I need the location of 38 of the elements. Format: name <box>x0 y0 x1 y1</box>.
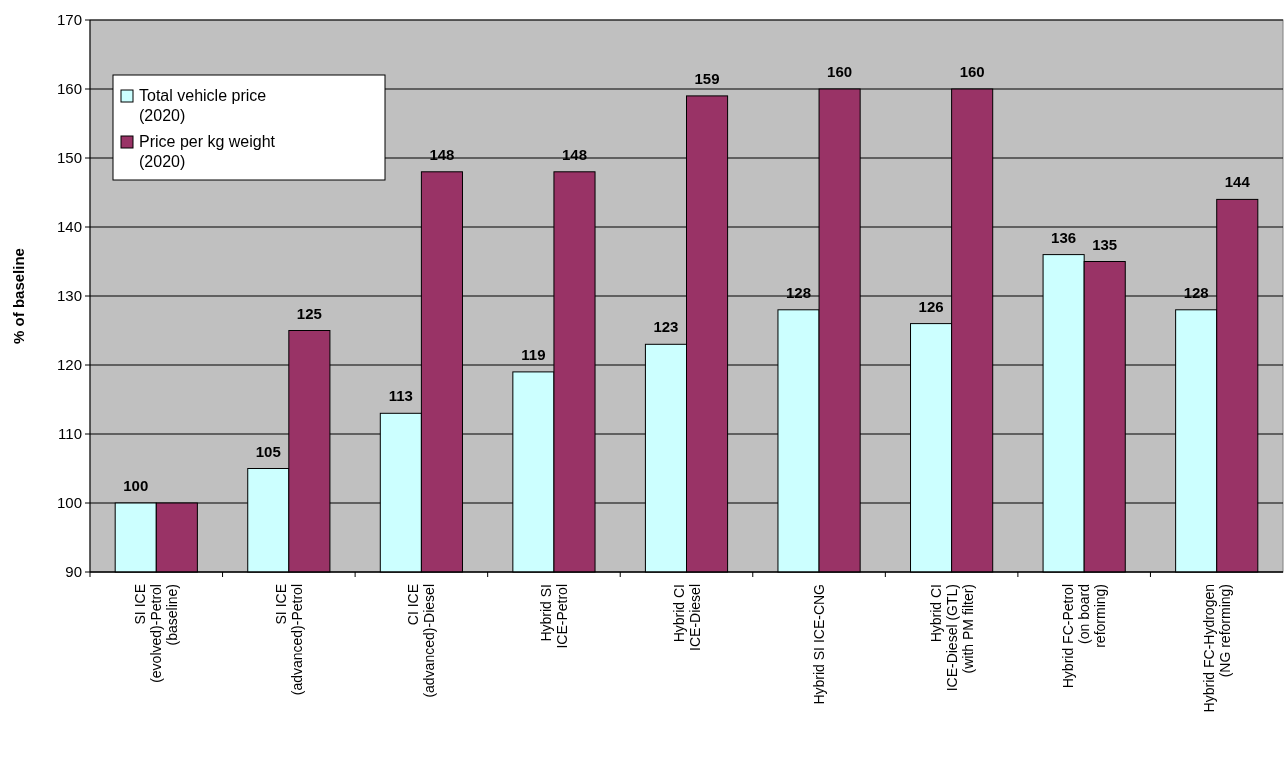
x-tick-label: Hybrid SI ICE-CNG <box>811 584 828 705</box>
y-tick-label: 100 <box>56 494 82 511</box>
data-label: 105 <box>255 442 281 460</box>
data-label: 100 <box>123 477 149 494</box>
y-tick-label: 110 <box>58 425 82 442</box>
data-label: 144 <box>1224 173 1251 191</box>
y-tick-label: 160 <box>56 80 82 97</box>
x-tick-label: SI ICE (advanced)-Petrol <box>272 584 305 696</box>
y-tick-label: 140 <box>56 218 82 235</box>
data-label: 135 <box>1092 235 1118 253</box>
x-tick-label: Hybrid CI ICE-Diesel (GTL) (with PM filter) <box>927 584 976 692</box>
y-tick-label: 130 <box>56 287 82 304</box>
data-label: 125 <box>296 304 322 322</box>
x-tick-label: Hybrid CI ICE-Diesel <box>670 584 703 651</box>
y-tick-label: 150 <box>56 149 82 166</box>
data-label: 123 <box>653 318 679 336</box>
y-tick-label: 90 <box>65 563 82 580</box>
data-label: 160 <box>959 63 985 80</box>
x-tick-label: CI ICE (advanced)-Diesel <box>405 584 438 698</box>
x-tick-label: SI ICE (evolved)-Petrol (baseline) <box>132 584 181 683</box>
x-tick-label: Hybrid FC-Petrol (on board reforming) <box>1060 584 1109 689</box>
y-tick-label: 170 <box>56 11 82 28</box>
legend-label: Price per kg weight (2020) <box>139 133 276 170</box>
data-label: 119 <box>521 345 546 363</box>
x-tick-label: Hybrid SI ICE-Petrol <box>537 584 570 649</box>
data-label: 160 <box>827 63 853 80</box>
x-tick-label: Hybrid FC-Hydrogen (NG reforming) <box>1200 584 1233 713</box>
data-label: 148 <box>561 145 588 163</box>
data-label: 159 <box>694 69 720 87</box>
y-tick-label: 120 <box>56 356 82 373</box>
data-label: 126 <box>918 297 944 315</box>
legend-label: Total vehicle price (2020) <box>139 87 267 124</box>
data-label: 128 <box>1183 283 1209 301</box>
y-axis-title: % of baseline <box>10 248 27 344</box>
data-label: 136 <box>1051 228 1077 246</box>
data-label: 148 <box>429 145 455 163</box>
data-label: 113 <box>388 387 413 405</box>
data-label: 128 <box>785 283 812 301</box>
